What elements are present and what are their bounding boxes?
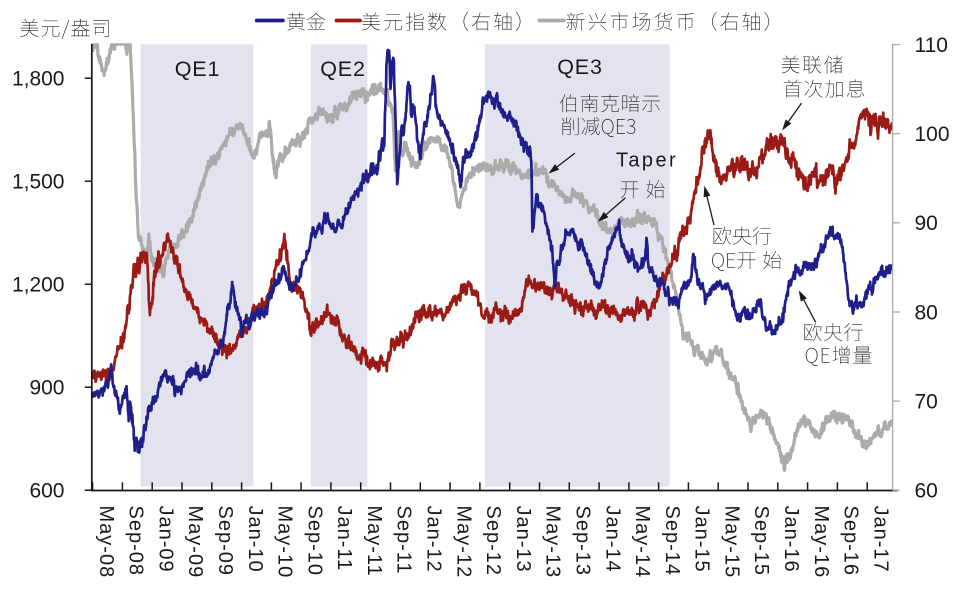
svg-text:110: 110 (915, 34, 948, 57)
svg-text:Jan-09: Jan-09 (154, 506, 176, 573)
svg-text:May-16: May-16 (810, 506, 832, 579)
svg-text:600: 600 (29, 480, 64, 503)
svg-text:Jan-11: Jan-11 (333, 506, 355, 572)
svg-text:100: 100 (915, 123, 950, 146)
svg-text:Sep-09: Sep-09 (214, 506, 236, 577)
svg-text:Sep-08: Sep-08 (125, 506, 147, 577)
svg-text:Sep-13: Sep-13 (572, 506, 594, 577)
svg-text:900: 900 (29, 377, 64, 400)
svg-text:Jan-13: Jan-13 (512, 506, 534, 573)
svg-text:May-13: May-13 (542, 506, 564, 579)
svg-text:QE3: QE3 (557, 55, 602, 79)
svg-text:Jan-17: Jan-17 (869, 506, 891, 573)
svg-text:1,500: 1,500 (12, 171, 65, 194)
svg-text:Sep-16: Sep-16 (840, 506, 862, 577)
svg-text:Jan-15: Jan-15 (691, 506, 713, 573)
svg-text:May-12: May-12 (452, 506, 474, 579)
svg-text:May-09: May-09 (184, 506, 206, 579)
svg-text:QE2: QE2 (320, 57, 365, 81)
svg-text:May-14: May-14 (631, 506, 653, 579)
svg-text:Taper: Taper (616, 150, 678, 172)
svg-text:Sep-11: Sep-11 (393, 506, 415, 575)
svg-text:1,200: 1,200 (12, 274, 65, 297)
svg-text:60: 60 (915, 480, 938, 503)
svg-text:90: 90 (915, 212, 938, 235)
svg-text:1,800: 1,800 (12, 68, 65, 91)
svg-text:May-08: May-08 (95, 506, 117, 579)
svg-text:Jan-16: Jan-16 (780, 506, 802, 573)
svg-text:Jan-14: Jan-14 (601, 506, 623, 573)
svg-text:70: 70 (915, 390, 938, 413)
svg-text:Jan-10: Jan-10 (244, 506, 266, 573)
svg-text:Sep-10: Sep-10 (303, 506, 325, 577)
svg-text:80: 80 (915, 301, 938, 324)
svg-text:Sep-15: Sep-15 (750, 506, 772, 577)
svg-text:QE1: QE1 (175, 57, 220, 81)
svg-text:May-15: May-15 (720, 506, 742, 579)
svg-text:Jan-12: Jan-12 (423, 506, 445, 573)
svg-text:Sep-14: Sep-14 (661, 506, 683, 577)
svg-text:May-11: May-11 (363, 506, 385, 577)
svg-text:May-10: May-10 (274, 506, 296, 579)
svg-text:Sep-12: Sep-12 (482, 506, 504, 577)
